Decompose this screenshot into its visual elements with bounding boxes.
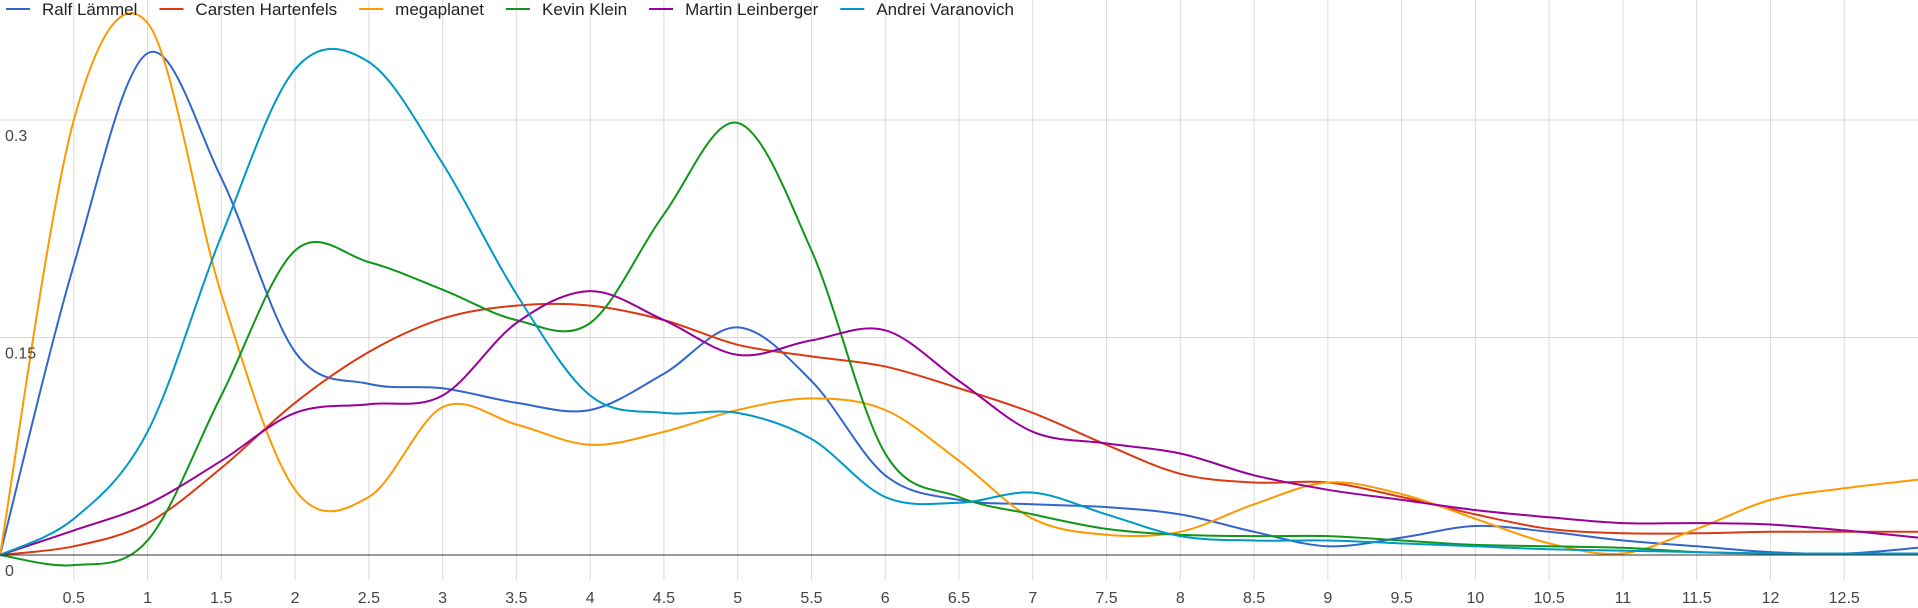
series-lines bbox=[0, 12, 1918, 567]
x-tick-label: 12 bbox=[1762, 590, 1780, 607]
legend-item[interactable]: Ralf Lämmel bbox=[6, 0, 137, 19]
x-tick-label: 1 bbox=[143, 590, 152, 607]
x-tick-label: 5 bbox=[733, 590, 742, 607]
x-tick-label: 3 bbox=[438, 590, 447, 607]
legend-item[interactable]: Andrei Varanovich bbox=[840, 0, 1014, 19]
legend-label: Kevin Klein bbox=[542, 0, 627, 19]
axes: 0.5 1 1.5 2 2.5 3 3.5 4 4.5 5 5.5 6 6.5 7 7.5 8 8.5 9 9.5 1… bbox=[0, 128, 1918, 607]
x-tick-label: 2.5 bbox=[358, 590, 380, 607]
x-tick-label: 11.5 bbox=[1682, 590, 1712, 607]
legend-item[interactable]: megaplanet bbox=[359, 0, 484, 19]
x-tick-label: 5.5 bbox=[800, 590, 822, 607]
legend-item[interactable]: Kevin Klein bbox=[506, 0, 627, 19]
legend-label: Carsten Hartenfels bbox=[195, 0, 337, 19]
x-tick-label: 7 bbox=[1028, 590, 1037, 607]
x-tick-label: 9 bbox=[1323, 590, 1332, 607]
legend: Ralf Lämmel Carsten Hartenfels megaplanet K… bbox=[6, 0, 1014, 19]
x-tick-label: 1.5 bbox=[210, 590, 232, 607]
x-tick-label: 0.5 bbox=[63, 590, 85, 607]
legend-item[interactable]: Carsten Hartenfels bbox=[159, 0, 337, 19]
y-tick-label: 0 bbox=[5, 563, 14, 580]
x-tick-label: 8.5 bbox=[1243, 590, 1265, 607]
x-tick-label: 3.5 bbox=[505, 590, 527, 607]
y-tick-label: 0.15 bbox=[5, 346, 36, 363]
legend-label: Andrei Varanovich bbox=[876, 0, 1014, 19]
legend-label: megaplanet bbox=[395, 0, 484, 19]
gridlines bbox=[0, 0, 1918, 580]
series-line-andrei-varanovich bbox=[0, 47, 1918, 556]
series-line-megaplanet bbox=[0, 12, 1918, 556]
x-tick-label: 6.5 bbox=[948, 590, 970, 607]
legend-label: Ralf Lämmel bbox=[42, 0, 137, 19]
y-tick-label: 0.3 bbox=[5, 128, 27, 145]
x-tick-label: 2 bbox=[291, 590, 300, 607]
x-tick-label: 4.5 bbox=[653, 590, 675, 607]
series-line-kevin-klein bbox=[0, 121, 1918, 567]
x-tick-label: 6 bbox=[881, 590, 890, 607]
x-tick-label: 10.5 bbox=[1534, 590, 1565, 607]
x-tick-label: 4 bbox=[586, 590, 595, 607]
x-tick-label: 11 bbox=[1615, 590, 1632, 607]
x-tick-label: 8 bbox=[1176, 590, 1185, 607]
x-tick-label: 9.5 bbox=[1390, 590, 1412, 607]
series-line-martin-leinberger bbox=[0, 290, 1918, 556]
series-line-carsten-hartenfels bbox=[0, 302, 1918, 556]
x-tick-label: 7.5 bbox=[1095, 590, 1117, 607]
x-tick-label: 12.5 bbox=[1829, 590, 1860, 607]
legend-item[interactable]: Martin Leinberger bbox=[649, 0, 819, 19]
legend-label: Martin Leinberger bbox=[685, 0, 819, 19]
series-line-ralf-l-mmel bbox=[0, 50, 1918, 556]
x-tick-label: 10 bbox=[1466, 590, 1484, 607]
